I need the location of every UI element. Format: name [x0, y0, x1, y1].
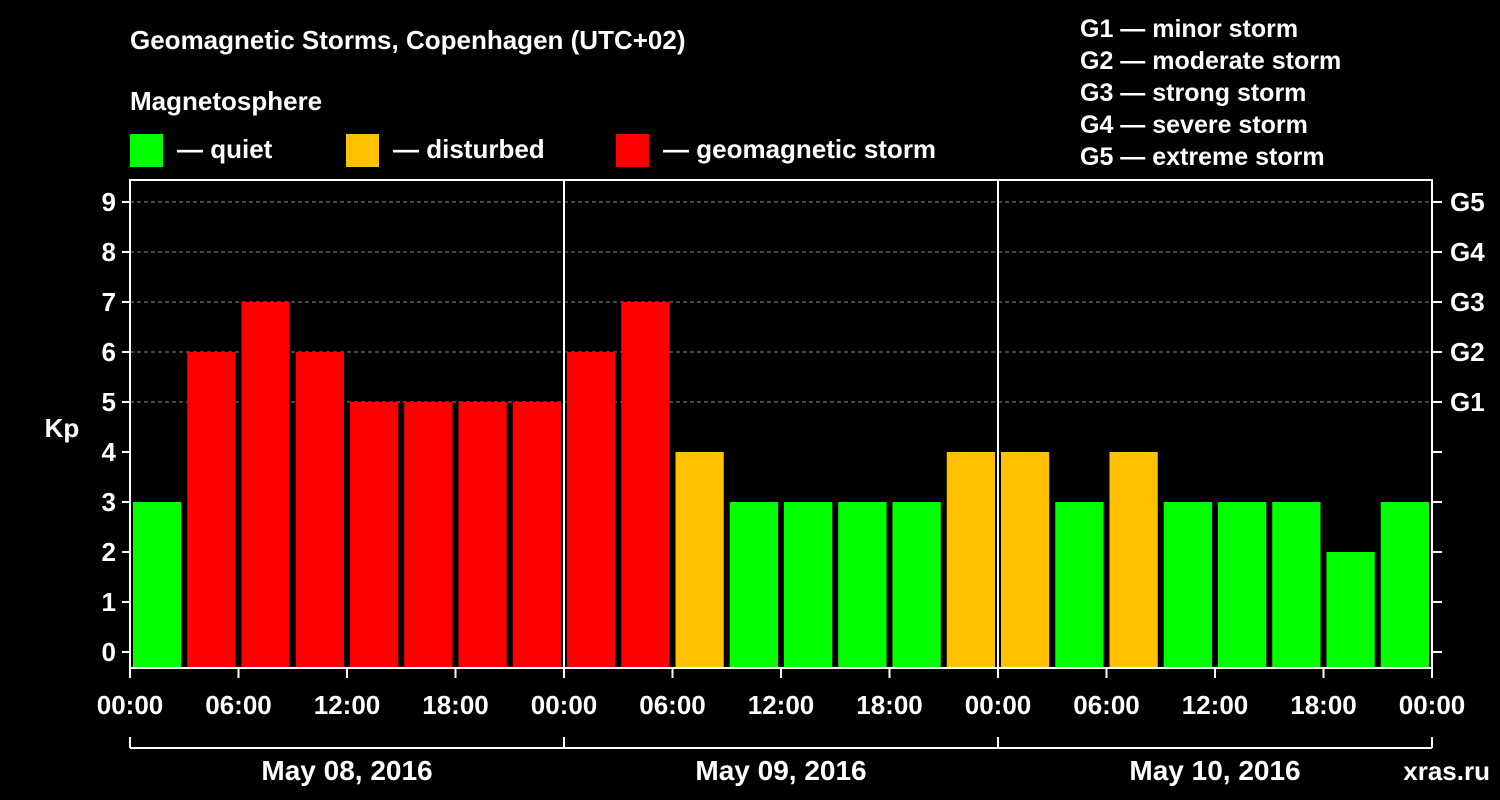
- legend-swatch-disturbed: [346, 134, 379, 167]
- bar-kp-0: [133, 502, 182, 668]
- bar-kp-6: [458, 402, 507, 668]
- bar-kp-14: [892, 502, 941, 668]
- g-level-label: G4: [1450, 237, 1485, 267]
- x-tick-label: 06:00: [639, 690, 706, 720]
- bar-kp-13: [838, 502, 887, 668]
- bar-kp-19: [1163, 502, 1212, 668]
- bar-kp-7: [512, 402, 561, 668]
- g-scale-g3: G3 — strong storm: [1080, 79, 1307, 107]
- legend-label-storm: — geomagnetic storm: [663, 134, 937, 164]
- bar-kp-18: [1109, 452, 1158, 668]
- bar-kp-10: [675, 452, 724, 668]
- g-scale-g4: G4 — severe storm: [1080, 111, 1308, 139]
- g-scale-g1: G1 — minor storm: [1080, 15, 1299, 43]
- y-tick-label: 9: [102, 187, 116, 217]
- g-level-label: G2: [1450, 337, 1485, 367]
- bar-kp-5: [404, 402, 453, 668]
- bar-kp-15: [946, 452, 995, 668]
- x-tick-label: 12:00: [314, 690, 381, 720]
- y-tick-label: 1: [102, 587, 116, 617]
- g-level-label: G1: [1450, 387, 1485, 417]
- x-tick-label: 18:00: [422, 690, 489, 720]
- chart-subtitle: Magnetosphere: [130, 86, 323, 116]
- legend-swatch-storm: [616, 134, 649, 167]
- x-tick-label: 12:00: [1182, 690, 1249, 720]
- legend-label-disturbed: — disturbed: [393, 134, 545, 164]
- y-axis-label: Kp: [45, 413, 80, 443]
- y-tick-label: 0: [102, 637, 116, 667]
- bar-kp-17: [1055, 502, 1104, 668]
- y-tick-label: 2: [102, 537, 116, 567]
- x-tick-label: 00:00: [965, 690, 1032, 720]
- x-tick-label: 00:00: [97, 690, 164, 720]
- y-tick-label: 6: [102, 337, 116, 367]
- bar-kp-22: [1326, 552, 1375, 668]
- x-tick-label: 06:00: [205, 690, 272, 720]
- x-tick-label: 18:00: [1290, 690, 1357, 720]
- x-tick-label: 18:00: [856, 690, 923, 720]
- bar-kp-9: [621, 302, 670, 668]
- bar-kp-16: [1001, 452, 1050, 668]
- legend-swatch-quiet: [130, 134, 163, 167]
- bar-kp-8: [567, 352, 616, 668]
- x-tick-label: 12:00: [748, 690, 815, 720]
- date-label: May 09, 2016: [695, 755, 866, 786]
- bar-kp-21: [1272, 502, 1321, 668]
- bar-kp-20: [1218, 502, 1267, 668]
- g-scale-g5: G5 — extreme storm: [1080, 143, 1325, 171]
- legend-label-quiet: — quiet: [177, 134, 273, 164]
- date-label: May 08, 2016: [261, 755, 432, 786]
- g-level-label: G3: [1450, 287, 1485, 317]
- x-tick-label: 00:00: [1399, 690, 1466, 720]
- y-tick-label: 7: [102, 287, 116, 317]
- y-tick-label: 8: [102, 237, 116, 267]
- chart-title: Geomagnetic Storms, Copenhagen (UTC+02): [130, 25, 686, 55]
- y-tick-label: 5: [102, 387, 116, 417]
- bar-kp-23: [1380, 502, 1429, 668]
- bar-kp-3: [295, 352, 344, 668]
- date-label: May 10, 2016: [1129, 755, 1300, 786]
- y-tick-label: 3: [102, 487, 116, 517]
- bar-kp-4: [350, 402, 399, 668]
- x-tick-label: 00:00: [531, 690, 598, 720]
- bar-kp-2: [241, 302, 290, 668]
- g-level-label: G5: [1450, 187, 1485, 217]
- y-tick-label: 4: [102, 437, 117, 467]
- bar-kp-1: [187, 352, 236, 668]
- x-tick-label: 06:00: [1073, 690, 1140, 720]
- bar-kp-11: [729, 502, 778, 668]
- watermark: xras.ru: [1403, 756, 1490, 786]
- bar-kp-12: [784, 502, 833, 668]
- g-scale-g2: G2 — moderate storm: [1080, 47, 1342, 75]
